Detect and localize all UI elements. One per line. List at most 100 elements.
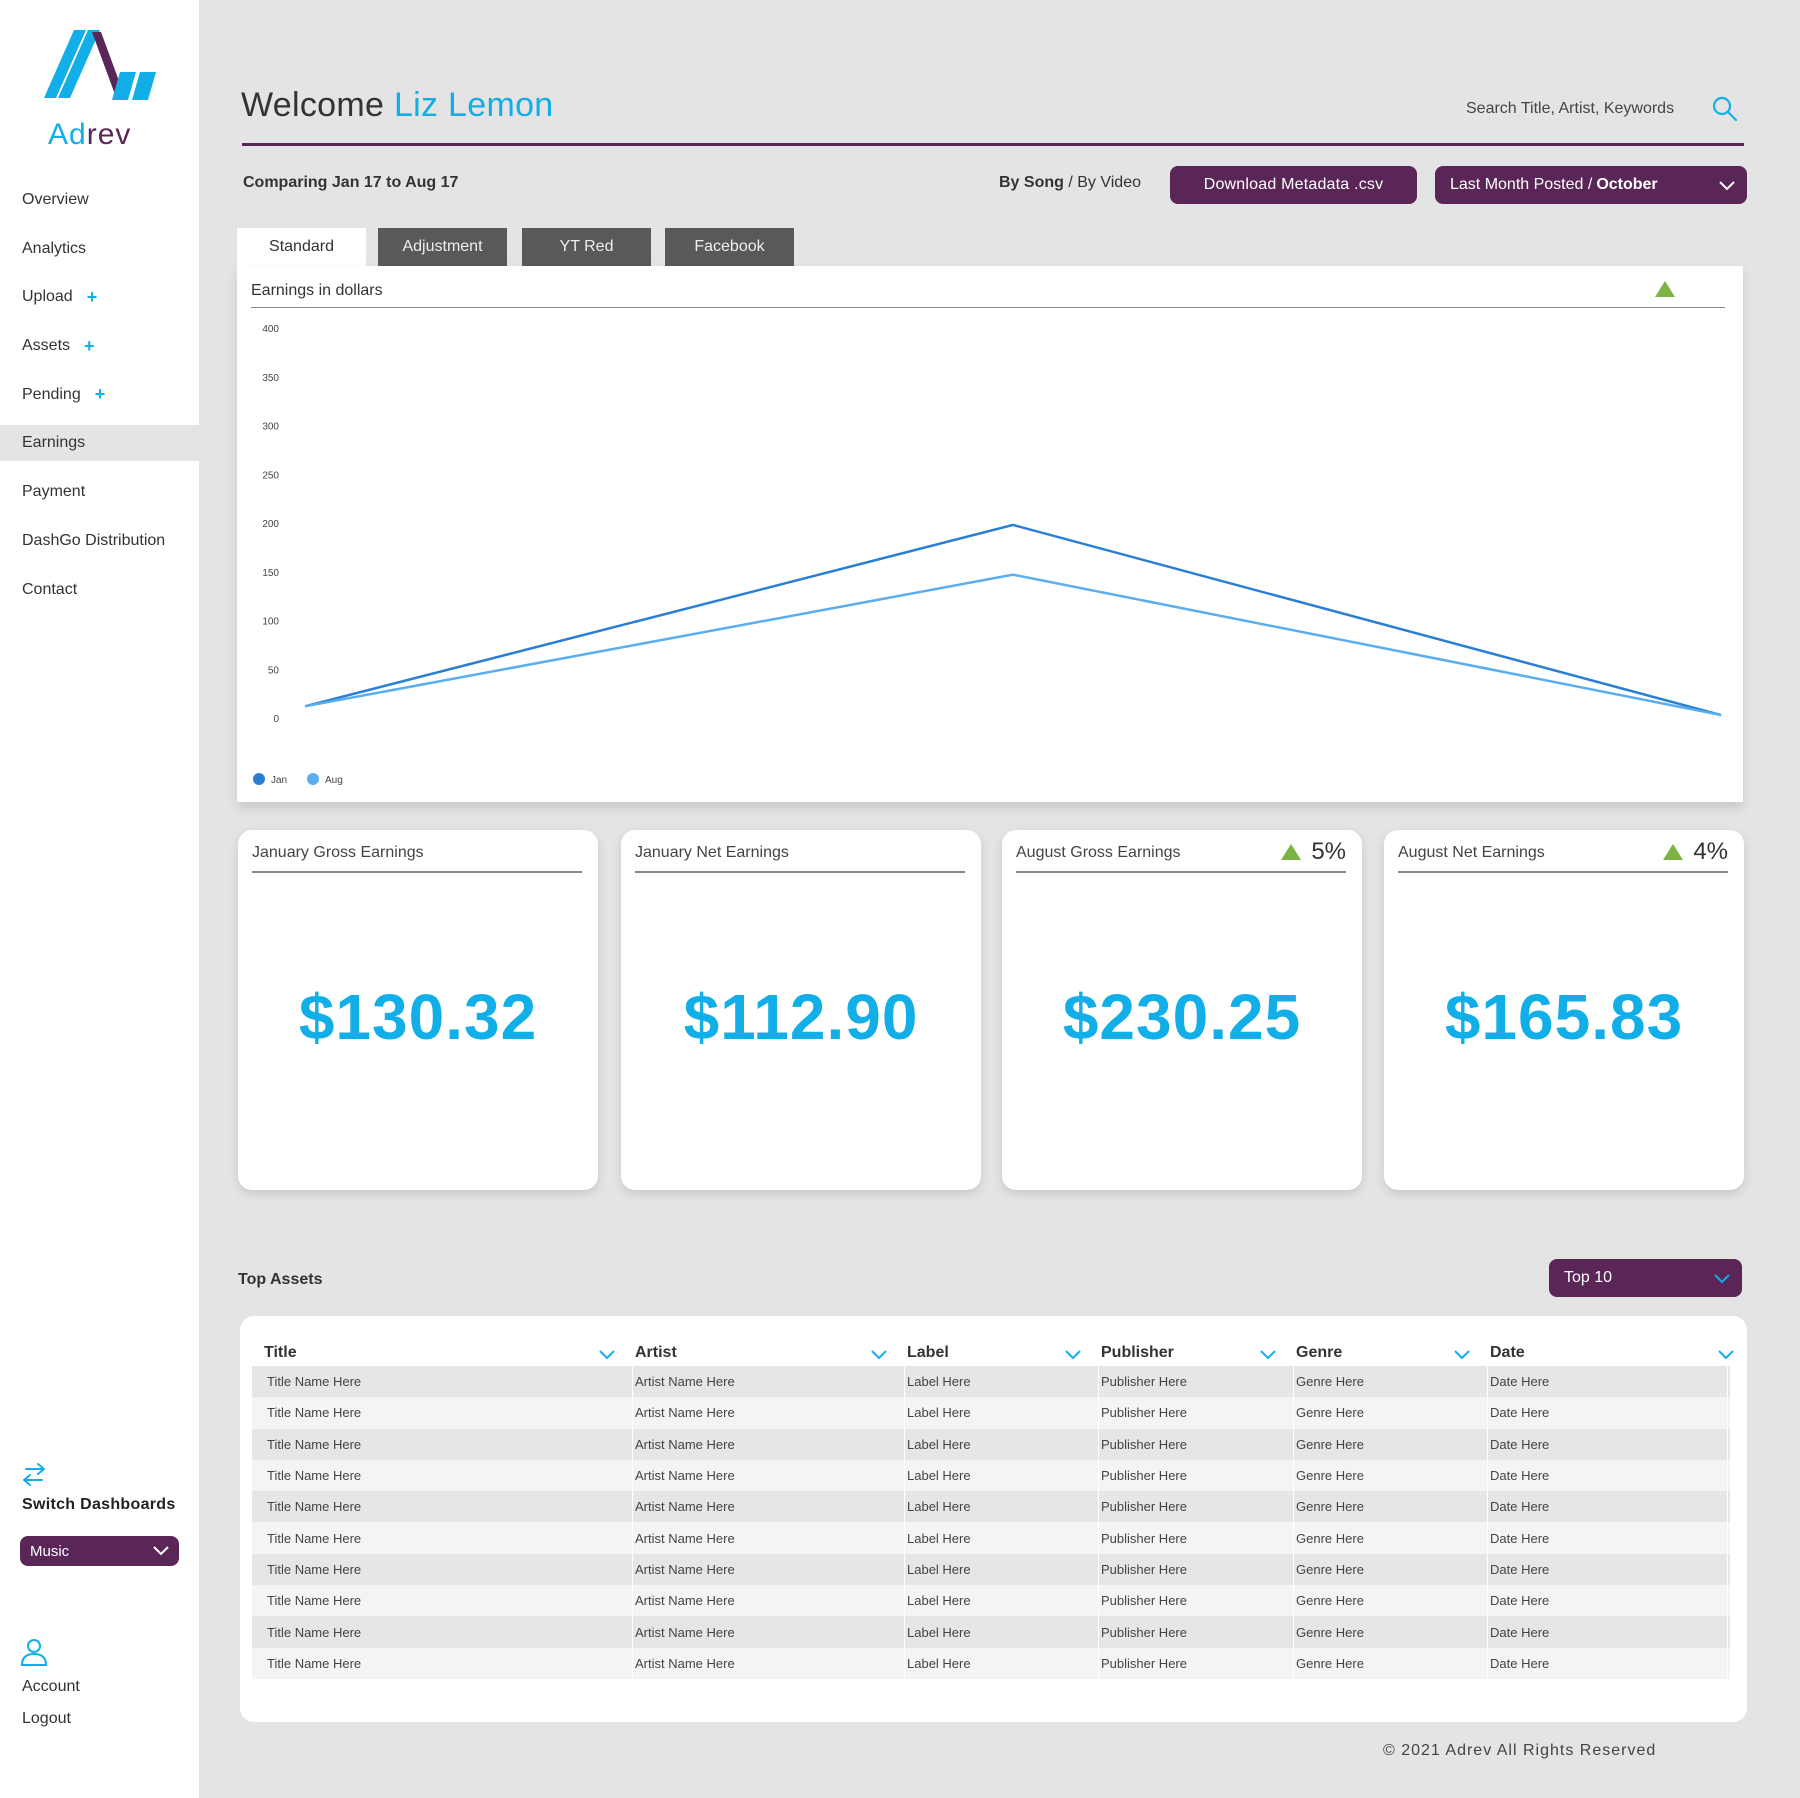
- sidebar-item-label: Overview: [22, 191, 89, 208]
- legend-marker-jan: [253, 773, 265, 785]
- month-posted-value: October: [1596, 176, 1658, 193]
- card-value: $165.83: [1444, 981, 1684, 1053]
- table-cell-date: Date Here: [1488, 1522, 1728, 1554]
- sidebar-item-contact[interactable]: Contact: [0, 572, 199, 608]
- column-header-label: Date: [1490, 1344, 1525, 1361]
- table-cell-genre: Genre Here: [1294, 1491, 1488, 1523]
- table-cell-publisher: Publisher Here: [1099, 1647, 1294, 1679]
- table-row[interactable]: Title Name Here Artist Name Here Label Her…: [252, 1397, 1730, 1429]
- table-cell-genre: Genre Here: [1294, 1553, 1488, 1586]
- card-delta: 5%: [1281, 838, 1346, 866]
- sidebar-item-pending[interactable]: Pending +: [0, 377, 199, 413]
- card-title: January Gross Earnings: [252, 844, 424, 861]
- table-cell-title: Title Name Here: [252, 1428, 633, 1460]
- view-toggle: By Song / By Video: [999, 174, 1141, 192]
- table-cell-genre: Genre Here: [1294, 1647, 1488, 1679]
- table-row[interactable]: Title Name Here Artist Name Here Label Her…: [252, 1553, 1730, 1586]
- card-divider: [1016, 871, 1346, 873]
- column-header-publisher[interactable]: Publisher: [1101, 1338, 1296, 1368]
- table-row[interactable]: Title Name Here Artist Name Here Label Her…: [252, 1491, 1730, 1523]
- table-row[interactable]: Title Name Here Artist Name Here Label Her…: [252, 1366, 1730, 1398]
- column-header-label: Title: [264, 1344, 297, 1361]
- table-row[interactable]: Title Name Here Artist Name Here Label Her…: [252, 1459, 1730, 1492]
- top-assets-table: Title Artist Label Publisher Genre Date Title…: [240, 1316, 1747, 1722]
- table-cell-title: Title Name Here: [252, 1522, 633, 1554]
- table-cell-genre: Genre Here: [1294, 1366, 1488, 1398]
- earnings-line-chart: 0 50 100 150 200 250 300 350 400 Jan Aug: [253, 324, 1722, 786]
- table-cell-artist: Artist Name Here: [633, 1491, 905, 1523]
- table-cell-title: Title Name Here: [252, 1397, 633, 1429]
- chevron-down-icon[interactable]: [871, 1348, 887, 1360]
- tab-standard[interactable]: Standard: [237, 228, 366, 266]
- y-tick-label: 100: [262, 617, 279, 628]
- user-icon[interactable]: [20, 1638, 48, 1666]
- sidebar-item-analytics[interactable]: Analytics: [0, 231, 199, 267]
- y-tick-label: 350: [262, 373, 279, 384]
- sidebar-item-payment[interactable]: Payment: [0, 474, 199, 510]
- column-header-date[interactable]: Date: [1490, 1338, 1734, 1368]
- tab-yt-red[interactable]: YT Red: [522, 228, 651, 266]
- switch-arrows-icon[interactable]: [20, 1463, 48, 1487]
- table-cell-genre: Genre Here: [1294, 1459, 1488, 1492]
- column-header-label[interactable]: Label: [907, 1338, 1101, 1368]
- y-tick-label: 300: [262, 422, 279, 433]
- y-tick-label: 50: [268, 665, 280, 676]
- table-cell-date: Date Here: [1488, 1553, 1728, 1586]
- card-january-net: January Net Earnings $112.90: [621, 830, 981, 1190]
- legend-label-aug: Aug: [325, 775, 343, 786]
- card-title: August Net Earnings: [1398, 844, 1545, 861]
- sidebar-item-label: Earnings: [22, 434, 86, 452]
- month-posted-select[interactable]: Last Month Posted / October: [1435, 166, 1747, 204]
- tab-facebook[interactable]: Facebook: [665, 228, 794, 266]
- card-delta: 4%: [1663, 838, 1728, 866]
- plus-icon[interactable]: +: [84, 335, 95, 356]
- by-song-toggle[interactable]: By Song: [999, 174, 1064, 191]
- table-cell-label: Label Here: [905, 1616, 1099, 1648]
- plus-icon[interactable]: +: [86, 286, 98, 307]
- chevron-down-icon[interactable]: [1454, 1348, 1470, 1360]
- toggle-separator: /: [1063, 174, 1078, 191]
- table-cell-artist: Artist Name Here: [633, 1428, 905, 1460]
- chart-title-divider: [251, 307, 1725, 308]
- card-value: $130.32: [298, 981, 538, 1053]
- sidebar-item-earnings[interactable]: Earnings: [0, 425, 199, 462]
- download-metadata-button[interactable]: Download Metadata .csv: [1170, 166, 1417, 204]
- logout-link[interactable]: Logout: [22, 1710, 71, 1727]
- dashboard-select-value: Music: [30, 1542, 70, 1560]
- card-delta-value: 4%: [1693, 838, 1728, 865]
- by-video-toggle[interactable]: By Video: [1077, 174, 1141, 191]
- chevron-down-icon[interactable]: [1718, 1348, 1734, 1360]
- column-header-title[interactable]: Title: [264, 1338, 635, 1368]
- table-cell-publisher: Publisher Here: [1099, 1491, 1294, 1523]
- tab-adjustment[interactable]: Adjustment: [378, 228, 507, 266]
- sidebar-item-assets[interactable]: Assets +: [0, 328, 199, 364]
- chevron-down-icon[interactable]: [1065, 1348, 1081, 1360]
- up-triangle-icon: [1663, 844, 1684, 860]
- sidebar-item-label: DashGo Distribution: [22, 531, 166, 549]
- table-row[interactable]: Title Name Here Artist Name Here Label Her…: [252, 1522, 1730, 1554]
- search-icon[interactable]: [1712, 96, 1738, 122]
- plus-icon[interactable]: +: [94, 384, 106, 405]
- sidebar-item-label: Pending: [22, 385, 81, 403]
- table-cell-publisher: Publisher Here: [1099, 1522, 1294, 1554]
- table-cell-artist: Artist Name Here: [633, 1585, 905, 1617]
- search-input[interactable]: Search Title, Artist, Keywords: [1466, 100, 1675, 117]
- up-triangle-icon: [1281, 844, 1302, 860]
- table-row[interactable]: Title Name Here Artist Name Here Label Her…: [252, 1585, 1730, 1617]
- table-row[interactable]: Title Name Here Artist Name Here Label Her…: [252, 1616, 1730, 1648]
- dashboard-select[interactable]: Music: [20, 1536, 179, 1566]
- table-row[interactable]: Title Name Here Artist Name Here Label Her…: [252, 1647, 1730, 1679]
- top-count-select[interactable]: Top 10: [1549, 1259, 1742, 1297]
- account-link[interactable]: Account: [22, 1678, 80, 1695]
- table-cell-genre: Genre Here: [1294, 1616, 1488, 1648]
- table-row[interactable]: Title Name Here Artist Name Here Label Her…: [252, 1428, 1730, 1460]
- table-cell-title: Title Name Here: [252, 1491, 633, 1523]
- sidebar-item-dashgo-distribution[interactable]: DashGo Distribution: [0, 523, 199, 559]
- adrev-logo-icon[interactable]: [44, 28, 160, 150]
- sidebar-item-overview[interactable]: Overview: [0, 182, 199, 218]
- sidebar-item-upload[interactable]: Upload +: [0, 279, 199, 315]
- column-header-genre[interactable]: Genre: [1296, 1338, 1490, 1368]
- column-header-artist[interactable]: Artist: [635, 1338, 907, 1368]
- chevron-down-icon[interactable]: [1260, 1348, 1276, 1360]
- chevron-down-icon[interactable]: [599, 1348, 615, 1360]
